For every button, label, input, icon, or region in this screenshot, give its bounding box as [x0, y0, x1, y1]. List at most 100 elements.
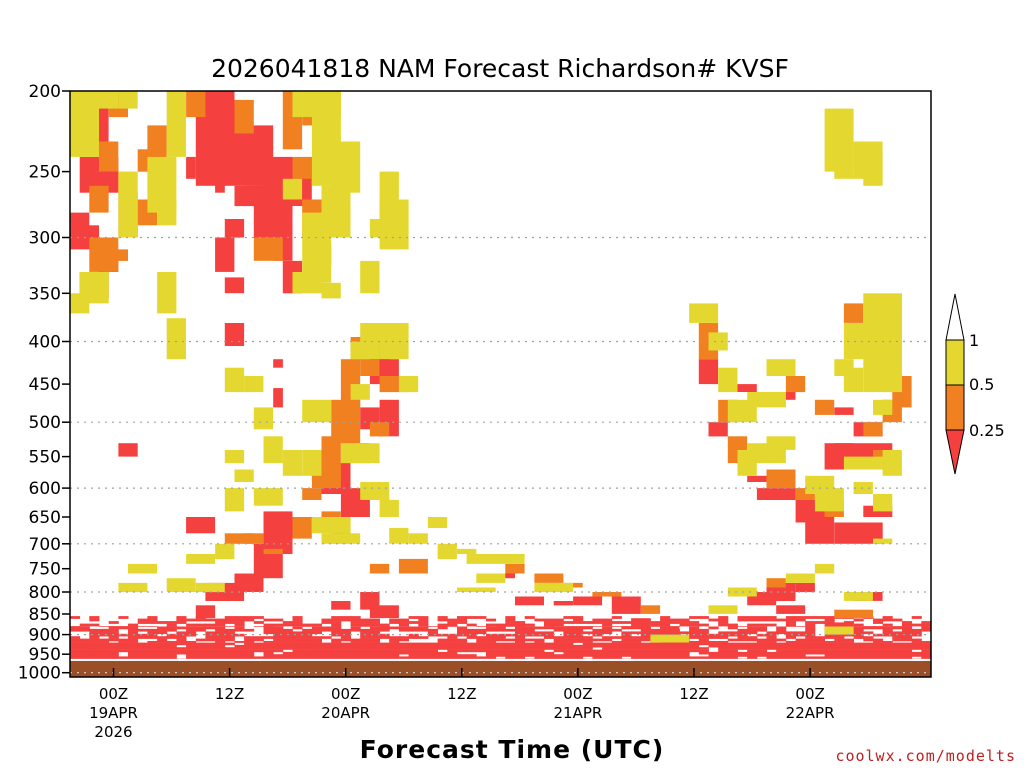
- bl-cell: [650, 621, 661, 624]
- heatmap-cell: [340, 443, 380, 464]
- bl-cell: [756, 641, 767, 643]
- bl-cell: [118, 616, 129, 619]
- bl-cell: [244, 616, 255, 619]
- bl-cell: [166, 649, 177, 653]
- bl-cell: [795, 631, 806, 635]
- bl-cell: [882, 626, 893, 630]
- heatmap-cell: [186, 554, 216, 564]
- heatmap-cell: [843, 592, 873, 601]
- bl-cell: [108, 651, 119, 655]
- bl-cell: [776, 649, 787, 653]
- bl-cell: [118, 644, 129, 648]
- bl-cell: [698, 647, 709, 650]
- bl-cell: [553, 628, 564, 632]
- heatmap-cell: [186, 517, 216, 534]
- bl-cell: [495, 651, 506, 655]
- bl-cell: [379, 654, 390, 657]
- heatmap-cell: [756, 488, 796, 500]
- bl-cell: [563, 644, 574, 648]
- heatmap-cell: [273, 359, 283, 368]
- heatmap-cell: [253, 488, 283, 506]
- heatmap-cell: [369, 422, 390, 437]
- bl-cell: [292, 616, 303, 619]
- bl-cell: [195, 623, 206, 627]
- bl-cell: [505, 628, 516, 632]
- bl-cell: [708, 641, 719, 643]
- bl-cell: [718, 656, 729, 659]
- bl-cell: [582, 636, 593, 639]
- heatmap-cell: [350, 384, 370, 400]
- bl-cell: [311, 626, 322, 630]
- bl-cell: [457, 649, 468, 653]
- bl-cell: [882, 654, 893, 657]
- bl-cell: [147, 641, 158, 643]
- bl-cell: [573, 649, 584, 653]
- bl-cell: [273, 647, 284, 650]
- heatmap-cell: [166, 578, 196, 592]
- bl-cell: [263, 656, 274, 659]
- bl-cell: [186, 633, 197, 637]
- heatmap-cell: [157, 199, 177, 226]
- bl-cell: [360, 621, 371, 624]
- bl-cell: [573, 656, 584, 659]
- bl-cell: [853, 626, 864, 630]
- bl-cell: [234, 647, 245, 650]
- heatmap-cell: [224, 219, 245, 238]
- bl-cell: [834, 654, 845, 657]
- bl-cell: [776, 647, 787, 650]
- bl-cell: [611, 656, 622, 659]
- bl-cell: [466, 649, 477, 653]
- bl-cell: [853, 623, 864, 627]
- bl-cell: [573, 626, 584, 630]
- bl-cell: [224, 621, 235, 624]
- legend-label: 0.25: [969, 421, 1005, 440]
- bl-cell: [766, 616, 777, 619]
- bl-cell: [737, 651, 748, 655]
- bl-cell: [795, 647, 806, 650]
- bl-cell: [215, 636, 226, 639]
- bl-cell: [592, 618, 603, 622]
- bl-cell: [631, 642, 642, 646]
- bl-cell: [379, 647, 390, 650]
- bl-cell: [263, 618, 274, 622]
- bl-cell: [863, 631, 874, 635]
- bl-cell: [524, 649, 535, 653]
- legend: 1 0.5 0.25: [945, 293, 1005, 475]
- bl-cell: [669, 621, 680, 624]
- bl-cell: [689, 621, 700, 624]
- bl-cell: [747, 616, 758, 619]
- bl-cell: [292, 638, 303, 642]
- bl-cell: [99, 631, 110, 635]
- bl-cell: [389, 647, 400, 650]
- bl-cell: [282, 647, 293, 650]
- bl-cell: [89, 616, 100, 619]
- bl-cell: [602, 631, 613, 635]
- bl-cell: [747, 618, 758, 622]
- bl-cell: [486, 642, 497, 646]
- heatmap-cell: [99, 141, 119, 172]
- bl-cell: [321, 656, 332, 659]
- bl-cell: [118, 649, 129, 653]
- bl-cell: [437, 638, 448, 642]
- bl-cell: [515, 651, 526, 655]
- heatmap-cell: [321, 282, 341, 299]
- bl-cell: [689, 641, 700, 643]
- bl-cell: [660, 651, 671, 655]
- bl-cell: [534, 642, 545, 646]
- heatmap-cell: [824, 626, 854, 635]
- bl-cell: [89, 656, 100, 659]
- bl-cell: [244, 641, 255, 643]
- credit-link[interactable]: coolwx.com/modelts: [835, 747, 1016, 765]
- bl-cell: [873, 649, 884, 653]
- heatmap-cell: [611, 596, 641, 614]
- bl-cell: [263, 626, 274, 627]
- bl-cell: [331, 654, 342, 657]
- bl-cell: [756, 642, 767, 646]
- bl-cell: [495, 636, 506, 639]
- bl-cell: [902, 651, 913, 655]
- bl-cell: [350, 616, 361, 619]
- bl-cell: [505, 642, 516, 646]
- bl-cell: [437, 623, 448, 627]
- bl-cell: [263, 642, 274, 646]
- bl-cell: [215, 623, 226, 627]
